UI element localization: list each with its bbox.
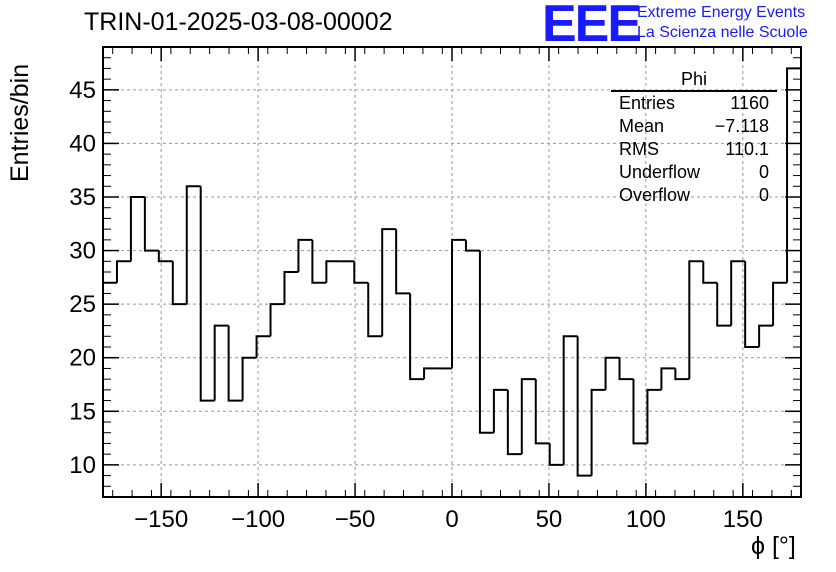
histogram-bin: [199, 186, 215, 402]
logo-caption: Extreme Energy Events La Scienza nelle S…: [637, 3, 808, 43]
histogram-bin: [241, 356, 257, 401]
histogram-bin: [660, 367, 676, 390]
histogram-bin: [674, 368, 690, 381]
x-tick-label: −150: [134, 506, 188, 533]
histogram-bin: [157, 250, 173, 263]
histogram-bin: [227, 325, 243, 402]
histogram-bin: [534, 379, 550, 445]
histogram-bin: [604, 356, 620, 390]
stats-row-rms: RMS 110.1: [611, 138, 777, 161]
y-tick-label: 20: [69, 345, 96, 372]
histogram-bin: [423, 367, 439, 380]
y-tick-label: 40: [69, 130, 96, 157]
x-axis-label: ϕ [°]: [751, 532, 796, 560]
histogram-bin: [353, 261, 369, 284]
histogram-bin: [311, 239, 327, 284]
y-tick-labels: 10 15 20 25 30 35 40 45: [69, 77, 96, 479]
histogram-bin: [325, 260, 341, 283]
stats-label: Underflow: [619, 162, 701, 182]
stats-label: Entries: [619, 93, 676, 113]
histogram-bin: [464, 239, 480, 252]
stats-value: 0: [758, 185, 769, 205]
histogram-bin: [590, 388, 606, 476]
histogram-bin: [297, 238, 313, 272]
y-tick-label: 10: [69, 452, 96, 479]
histogram-bin: [744, 261, 760, 348]
stats-row-underflow: Underflow 0: [611, 161, 777, 184]
x-tick-labels: −150 −100 −50 0 50 100 150: [134, 506, 763, 533]
stats-row-entries: Entries 1160: [611, 92, 777, 115]
x-tick-label: 50: [536, 506, 563, 533]
histogram-bin: [562, 335, 578, 465]
histogram-bin: [618, 357, 634, 381]
y-tick-label: 35: [69, 184, 96, 211]
histogram-bin: [758, 324, 774, 347]
y-tick-label: 25: [69, 291, 96, 318]
y-axis-label: Entries/bin: [6, 63, 34, 182]
histogram-bin: [451, 238, 466, 369]
stats-label: RMS: [619, 139, 659, 159]
y-tick-label: 45: [69, 77, 96, 104]
stats-label: Overflow: [619, 185, 691, 205]
eee-logo: EEE: [542, 0, 642, 53]
logo-line-1: Extreme Energy Events: [637, 4, 806, 21]
histogram-bin: [115, 260, 131, 283]
y-tick-label: 30: [69, 238, 96, 265]
histogram-bin: [478, 250, 494, 434]
histogram-bin: [702, 261, 718, 284]
stats-row-overflow: Overflow 0: [611, 184, 777, 207]
histogram-bin: [632, 379, 648, 445]
stats-value: 110.1: [725, 139, 769, 159]
stats-value: −7.118: [714, 116, 769, 136]
histogram-bin: [381, 228, 397, 337]
stats-value: 1160: [730, 93, 769, 113]
histogram-bin: [409, 293, 425, 381]
x-tick-label: 0: [445, 506, 458, 533]
x-tick-label: 150: [723, 506, 763, 533]
histogram-bin: [395, 229, 411, 295]
stats-label: Mean: [619, 116, 665, 136]
histogram-bin: [730, 260, 746, 326]
histogram-bin: [492, 388, 508, 433]
histogram-bin: [688, 260, 704, 380]
histogram-bin: [171, 261, 187, 306]
histogram-bin: [269, 303, 285, 337]
x-tick-label: 100: [626, 506, 666, 533]
histogram-bin: [646, 388, 662, 444]
histogram-bin: [520, 378, 536, 455]
histogram-bin: [716, 282, 732, 327]
stats-value: 0: [758, 162, 769, 182]
histogram-bin: [576, 336, 592, 477]
stats-box-title: Phi: [611, 68, 777, 92]
histogram-bin: [283, 271, 299, 305]
histogram-bin: [129, 196, 145, 262]
y-tick-label: 15: [69, 398, 96, 425]
histogram-bin: [367, 282, 383, 338]
x-tick-label: −100: [231, 506, 285, 533]
stats-row-mean: Mean −7.118: [611, 115, 777, 138]
chart-title: TRIN-01-2025-03-08-00002: [84, 8, 393, 36]
histogram-bin: [506, 389, 522, 456]
axis-ticks: [103, 47, 801, 497]
x-tick-label: −50: [335, 506, 376, 533]
histogram-bin: [255, 335, 271, 358]
logo-line-2: La Scienza nelle Scuole: [637, 24, 808, 41]
histogram-bin: [143, 197, 159, 252]
histogram-bin: [772, 281, 788, 326]
histogram-bin: [213, 324, 229, 401]
histogram-bin: [185, 185, 201, 305]
histogram-bin: [548, 443, 564, 466]
stats-box: Phi Entries 1160 Mean −7.118 RMS 110.1 U…: [611, 68, 777, 207]
